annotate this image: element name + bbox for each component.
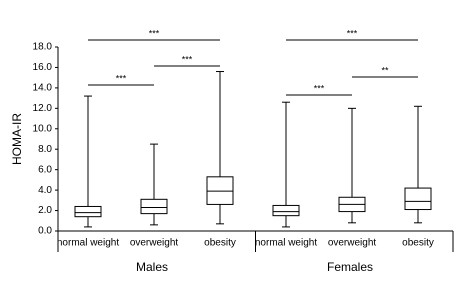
group-label: Males (136, 260, 168, 274)
x-tick-label: normal weight (255, 238, 317, 249)
x-tick-label: obesity (402, 238, 434, 249)
box (272, 204, 300, 217)
significance-label: ** (381, 65, 389, 75)
box (404, 187, 432, 211)
y-tick-label: 14.0 (33, 83, 53, 94)
significance-label: *** (347, 28, 358, 38)
y-tick-label: 6.0 (38, 164, 52, 175)
box (140, 198, 168, 215)
significance-label: *** (314, 83, 325, 93)
box (206, 176, 234, 205)
x-tick-label: normal weight (57, 238, 119, 249)
y-tick-label: 10.0 (33, 123, 53, 134)
y-tick-label: 2.0 (38, 205, 52, 216)
significance-label: *** (149, 28, 160, 38)
y-tick-label: 0.0 (38, 226, 52, 237)
y-tick-label: 18.0 (33, 42, 53, 53)
box (74, 205, 102, 218)
x-tick-label: obesity (204, 238, 236, 249)
y-tick-label: 12.0 (33, 103, 53, 114)
significance-label: *** (116, 73, 127, 83)
x-tick-label: overweight (328, 238, 377, 249)
significance-label: *** (182, 54, 193, 64)
group-label: Females (327, 260, 373, 274)
y-axis-label: HOMA-IR (10, 113, 24, 165)
x-tick-label: overweight (130, 238, 179, 249)
y-tick-label: 4.0 (38, 185, 52, 196)
y-tick-label: 8.0 (38, 144, 52, 155)
y-tick-label: 16.0 (33, 62, 53, 73)
